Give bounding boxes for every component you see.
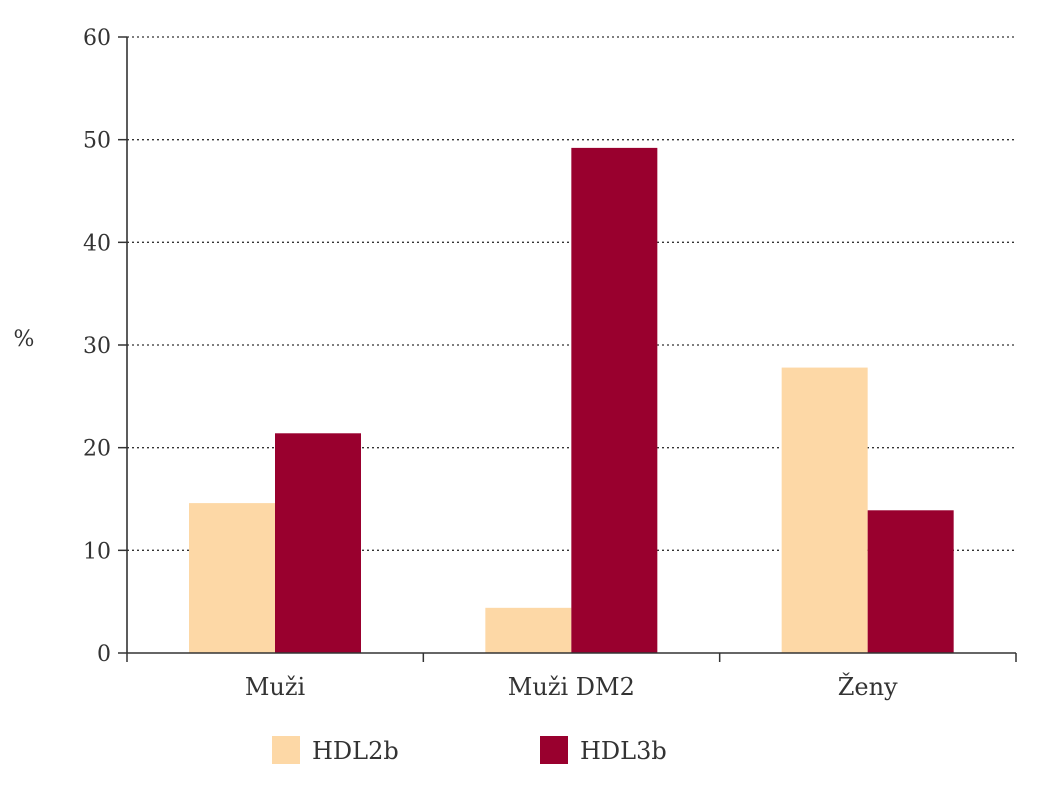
legend: HDL2b HDL3b: [272, 736, 667, 765]
axes: [118, 36, 1017, 662]
bar-hdl3b-2: [867, 510, 954, 653]
y-tick-labels: 0 10 20 30 40 50 60: [83, 26, 111, 667]
y-tick-label: 0: [97, 642, 111, 667]
bar-hdl2b-1: [485, 607, 572, 653]
y-tick-label: 10: [83, 539, 111, 564]
y-tick-label: 60: [83, 26, 111, 51]
legend-swatch-hdl3b: [540, 736, 568, 764]
legend-label-hdl2b: HDL2b: [312, 737, 399, 765]
y-tick-label: 30: [83, 334, 111, 359]
y-axis-label: %: [14, 327, 35, 352]
bar-hdl2b-0: [189, 503, 275, 653]
legend-label-hdl3b: HDL3b: [580, 737, 667, 765]
x-category-label: Ženy: [838, 672, 898, 701]
x-category-label: Muži: [245, 673, 306, 701]
x-category-labels: Muži Muži DM2 Ženy: [245, 672, 898, 701]
legend-swatch-hdl2b: [272, 736, 300, 764]
x-category-label: Muži DM2: [508, 673, 635, 701]
bar-hdl2b-2: [781, 367, 868, 653]
y-tick-label: 50: [83, 129, 111, 154]
y-tick-label: 40: [83, 231, 111, 256]
bar-hdl3b-1: [571, 147, 658, 653]
y-tick-label: 20: [83, 437, 111, 462]
bar-hdl3b-0: [275, 433, 361, 653]
bars: [189, 147, 954, 653]
